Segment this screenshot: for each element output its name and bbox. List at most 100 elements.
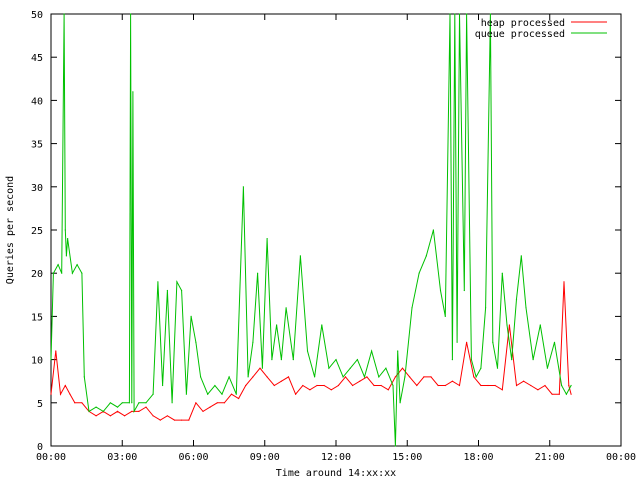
- series-1-point-12: [88, 410, 90, 412]
- series-1-point-18: [128, 402, 130, 404]
- series-1-point-92: [511, 359, 513, 361]
- series-0-point-12: [124, 415, 126, 417]
- series-1-point-13: [95, 406, 97, 408]
- series-0-point-67: [515, 384, 518, 387]
- series-0-point-30: [252, 376, 254, 378]
- series-1-point-17: [121, 402, 123, 404]
- series-1-point-54: [314, 376, 316, 378]
- series-0-point-47: [373, 384, 375, 387]
- series-0-point-18: [166, 415, 168, 417]
- series-0-point-71: [544, 384, 546, 387]
- series-1-point-96: [532, 359, 534, 361]
- series-1-point-97: [539, 324, 541, 326]
- legend-label-queue: queue processed: [475, 29, 565, 40]
- series-1-point-37: [214, 384, 216, 387]
- series-0-point-23: [202, 410, 204, 412]
- x-tick-label-3: 09:00: [250, 452, 280, 463]
- series-1-point-45: [261, 367, 263, 369]
- series-0-point-64: [494, 384, 496, 387]
- series-1-point-85: [480, 367, 482, 369]
- series-1-point-78: [454, 13, 456, 15]
- series-1-point-34: [195, 341, 197, 343]
- series-1-point-31: [181, 289, 183, 292]
- series-1-point-2: [57, 264, 59, 266]
- series-0-point-25: [216, 402, 218, 404]
- series-1-point-11: [83, 376, 85, 378]
- y-tick-label-8: 40: [31, 96, 43, 107]
- series-1-point-10: [81, 272, 83, 274]
- series-1-point-4: [63, 13, 65, 15]
- series-0-point-22: [195, 402, 197, 404]
- series-1-point-28: [166, 289, 168, 292]
- series-1-point-102: [570, 384, 572, 387]
- y-axis-label: Queries per second: [5, 176, 16, 284]
- series-0-point-27: [230, 393, 233, 395]
- x-tick-label-0: 00:00: [36, 452, 66, 463]
- series-1-point-20: [131, 402, 133, 404]
- series-0-point-38: [309, 389, 311, 391]
- y-tick-label-6: 30: [31, 183, 43, 194]
- series-1-point-56: [328, 367, 330, 369]
- series-0-point-15: [145, 406, 147, 408]
- y-tick-label-7: 35: [31, 140, 43, 151]
- series-0-point-46: [366, 376, 368, 378]
- y-tick-label-0: 0: [37, 442, 43, 453]
- series-1-point-61: [363, 376, 366, 378]
- series-1-point-74: [439, 289, 442, 292]
- series-0-point-20: [181, 419, 183, 421]
- series-1-point-75: [444, 315, 446, 317]
- series-1-point-86: [485, 307, 487, 309]
- series-0-point-13: [131, 410, 133, 412]
- series-1-point-8: [71, 272, 73, 274]
- series-1-point-100: [561, 384, 563, 387]
- series-1-point-29: [171, 402, 173, 404]
- series-0-point-26: [223, 402, 225, 404]
- series-0-point-48: [380, 384, 382, 387]
- series-1-point-49: [280, 359, 282, 361]
- series-1-point-80: [458, 13, 461, 15]
- series-0-point-49: [387, 389, 389, 391]
- y-tick-label-3: 15: [31, 312, 43, 323]
- series-1-point-68: [399, 402, 401, 404]
- series-1-point-91: [506, 324, 508, 326]
- series-0-point-35: [287, 376, 290, 378]
- series-1-point-44: [257, 272, 259, 274]
- series-1-point-32: [185, 393, 187, 395]
- series-0-point-50: [394, 376, 396, 378]
- series-0-point-36: [295, 393, 297, 395]
- series-0-point-34: [280, 380, 282, 382]
- y-tick-label-5: 25: [31, 226, 43, 237]
- series-1-point-99: [553, 341, 556, 343]
- series-0-point-41: [330, 389, 332, 391]
- series-0-point-2: [59, 393, 62, 395]
- series-1-point-25: [152, 393, 154, 395]
- series-1-point-87: [489, 13, 491, 15]
- series-1-point-6: [65, 255, 67, 257]
- series-0-point-74: [563, 281, 565, 283]
- series-0-point-5: [74, 402, 76, 404]
- series-1-point-47: [271, 359, 273, 361]
- series-0-point-42: [337, 384, 339, 387]
- series-1-point-1: [52, 272, 55, 274]
- series-1-point-14: [102, 410, 104, 412]
- series-1-point-53: [306, 350, 309, 352]
- x-tick-label-7: 21:00: [535, 452, 565, 463]
- series-0-point-4: [69, 393, 71, 395]
- series-0-point-44: [352, 384, 354, 387]
- series-1-point-88: [492, 341, 494, 343]
- series-1-point-77: [451, 359, 453, 361]
- x-tick-label-5: 15:00: [392, 452, 422, 463]
- x-tick-label-2: 06:00: [178, 452, 208, 463]
- series-1-point-26: [157, 281, 159, 283]
- series-0-point-69: [530, 384, 532, 387]
- series-1-point-46: [266, 238, 268, 240]
- series-0-point-3: [64, 384, 66, 387]
- series-1-point-79: [456, 341, 458, 343]
- y-tick-label-10: 50: [31, 10, 43, 21]
- series-1-point-23: [138, 402, 140, 404]
- legend: heap processed queue processed: [475, 18, 607, 40]
- series-0-point-32: [266, 376, 268, 378]
- series-1-point-51: [292, 359, 294, 361]
- series-0-point-55: [430, 376, 432, 378]
